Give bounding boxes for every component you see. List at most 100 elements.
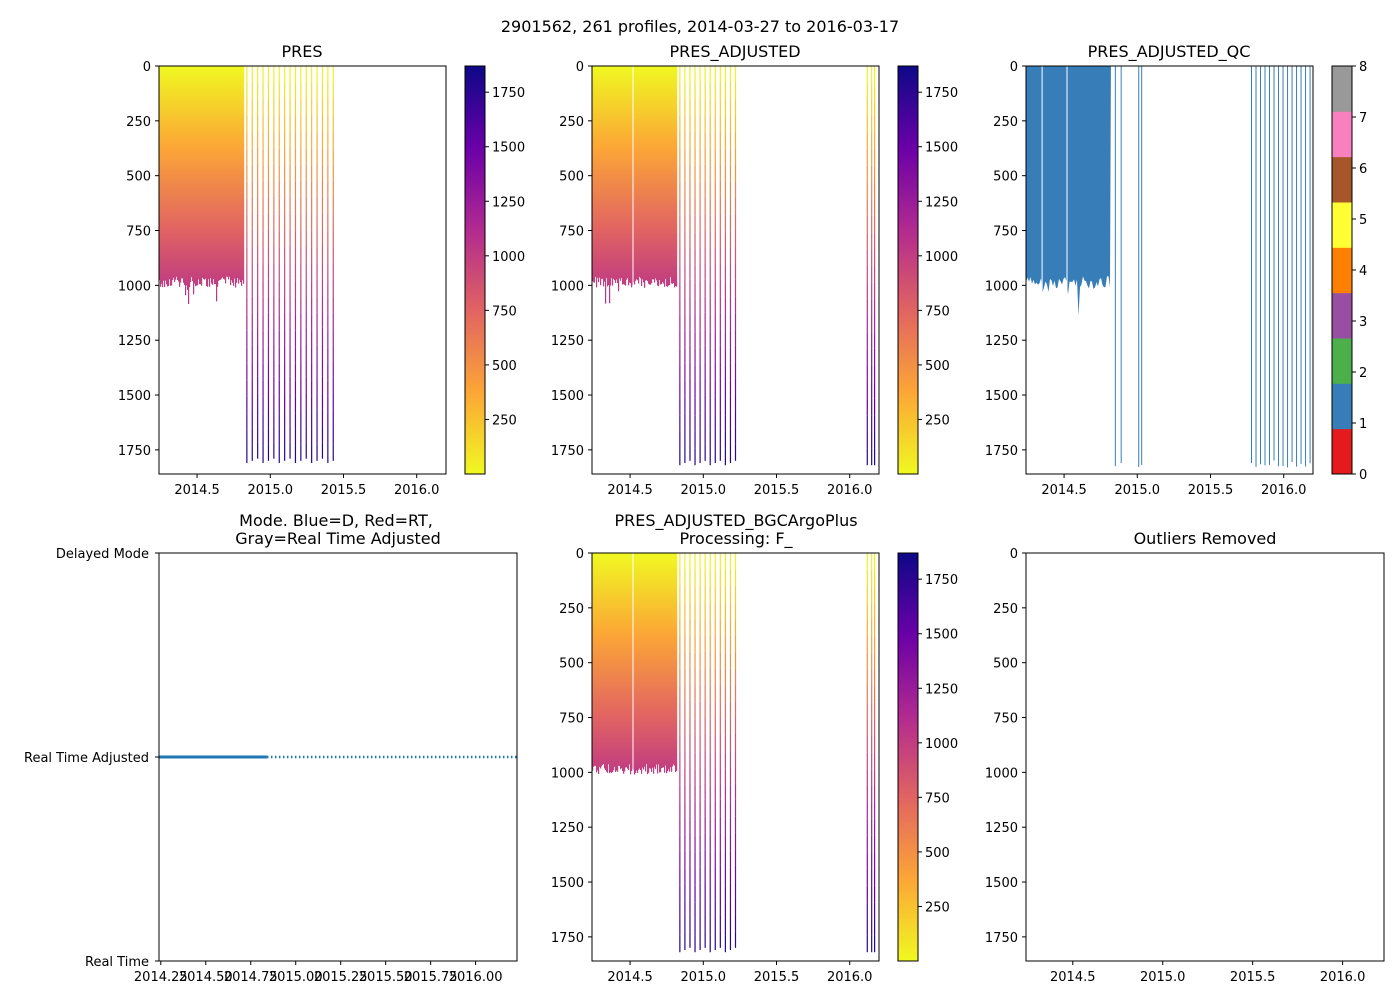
profile-column — [618, 553, 620, 766]
profile-column — [610, 66, 612, 286]
profile-column — [668, 66, 670, 286]
profile-column — [644, 553, 646, 767]
profile-column — [673, 553, 675, 765]
profile-column — [174, 66, 176, 283]
y-tick-label: 1750 — [551, 444, 584, 459]
profile-column — [620, 66, 622, 281]
profile-column — [638, 66, 640, 284]
y-tick-label: 250 — [559, 602, 584, 617]
profile-column — [229, 66, 231, 277]
pres-adjusted-qc-colorbar-ticks: 0 1 2 3 4 5 6 7 8 — [1352, 60, 1367, 483]
colorbar-tick-label: 6 — [1359, 162, 1367, 177]
y-tick-label: 1500 — [118, 389, 151, 404]
x-tick-label: 2014.5 — [607, 970, 653, 985]
y-tick-label: 1500 — [551, 876, 584, 891]
profile-column — [189, 66, 191, 288]
profile-column — [611, 66, 613, 279]
profile-column — [596, 553, 598, 773]
profile-column — [608, 66, 610, 286]
profile-column — [178, 66, 180, 282]
profile-column — [669, 553, 671, 772]
panel-bgcargoplus: PRES_ADJUSTED_BGCArgoPlus Processing: F_… — [551, 511, 958, 985]
y-category-label: Real Time — [85, 955, 149, 970]
profile-column — [186, 66, 188, 286]
y-tick-label: 1250 — [985, 821, 1018, 836]
bgcargoplus-colorbar-ticks: 1750 1500 1250 1000 750 500 250 — [918, 573, 958, 915]
bgcargoplus-colorbar — [897, 552, 919, 962]
profile-column — [233, 66, 235, 286]
x-tick-label: 2016.0 — [1320, 970, 1366, 985]
x-tick-label: 2016.00 — [449, 970, 503, 985]
profile-column — [166, 66, 168, 285]
bgcargoplus-data-layer — [592, 553, 876, 953]
profile-column — [612, 553, 614, 772]
profile-column — [676, 553, 678, 771]
profile-column — [595, 66, 597, 277]
qc-colorbar-swatch — [1332, 66, 1352, 112]
colorbar-tick-label: 1750 — [925, 573, 958, 588]
profile-column — [597, 66, 599, 278]
x-tick-label: 2015.5 — [1230, 970, 1276, 985]
profile-column — [667, 553, 669, 772]
profile-column — [243, 66, 245, 284]
profile-column — [221, 66, 223, 279]
profile-column — [669, 66, 671, 286]
profile-column — [610, 553, 612, 773]
pres-adjusted-qc-colorbar — [1332, 66, 1352, 475]
profile-column — [194, 66, 196, 284]
profile-column — [206, 66, 208, 286]
profile-column — [626, 553, 628, 768]
profile-column — [184, 66, 186, 286]
profile-column — [638, 553, 640, 770]
colorbar-tick-label: 7 — [1359, 111, 1367, 126]
profile-column — [637, 66, 639, 281]
profile-column — [604, 66, 606, 282]
profile-column — [675, 66, 677, 287]
profile-column — [660, 553, 662, 773]
x-tick-label: 2016.0 — [1261, 483, 1307, 498]
profile-column — [222, 66, 224, 278]
profile-column — [671, 66, 673, 284]
profile-column — [657, 553, 659, 774]
colorbar-tick-label: 5 — [1359, 213, 1367, 228]
x-tick-label: 2014.5 — [174, 483, 220, 498]
profile-column — [622, 66, 624, 285]
profile-column — [611, 553, 613, 773]
profile-column — [634, 553, 636, 775]
y-tick-label: 750 — [559, 712, 584, 727]
y-tick-label: 1500 — [985, 876, 1018, 891]
x-tick-label: 2014.5 — [607, 483, 653, 498]
colorbar-tick-label: 500 — [492, 359, 517, 374]
pres-colorbar — [464, 65, 486, 475]
profile-column — [619, 66, 621, 279]
profile-column — [176, 66, 178, 277]
bgcargoplus-x-ticks: 2014.5 2015.0 2015.5 2016.0 — [607, 961, 872, 985]
profile-column — [240, 66, 242, 283]
profile-column — [629, 66, 631, 283]
profile-column — [635, 553, 637, 773]
profile-column — [207, 66, 209, 287]
y-tick-label: 1750 — [985, 931, 1018, 946]
colorbar-tick-label: 1250 — [925, 682, 958, 697]
qc-colorbar-swatch — [1332, 338, 1352, 384]
profile-column — [228, 66, 230, 280]
profile-column — [657, 66, 659, 286]
profile-column — [640, 66, 642, 279]
profile-column — [205, 66, 207, 279]
profile-column — [631, 66, 633, 288]
profile-column — [662, 553, 664, 768]
y-tick-label: 1250 — [118, 334, 151, 349]
y-tick-label: 1500 — [985, 389, 1018, 404]
colorbar-tick-label: 250 — [925, 900, 950, 915]
profile-column — [237, 66, 239, 278]
pres-colorbar-ticks: 1750 1500 1250 1000 750 500 250 — [485, 86, 525, 428]
qc-colorbar-swatch — [1332, 111, 1352, 158]
qc-colorbar-swatch — [1332, 428, 1352, 475]
profile-column — [200, 66, 202, 285]
colorbar-tick-label: 1500 — [492, 141, 525, 156]
profile-column — [627, 553, 629, 769]
colorbar-tick-label: 1250 — [925, 195, 958, 210]
profile-column — [642, 66, 644, 280]
profile-column — [648, 66, 650, 284]
bgcargoplus-title-line1: PRES_ADJUSTED_BGCArgoPlus — [614, 511, 857, 531]
